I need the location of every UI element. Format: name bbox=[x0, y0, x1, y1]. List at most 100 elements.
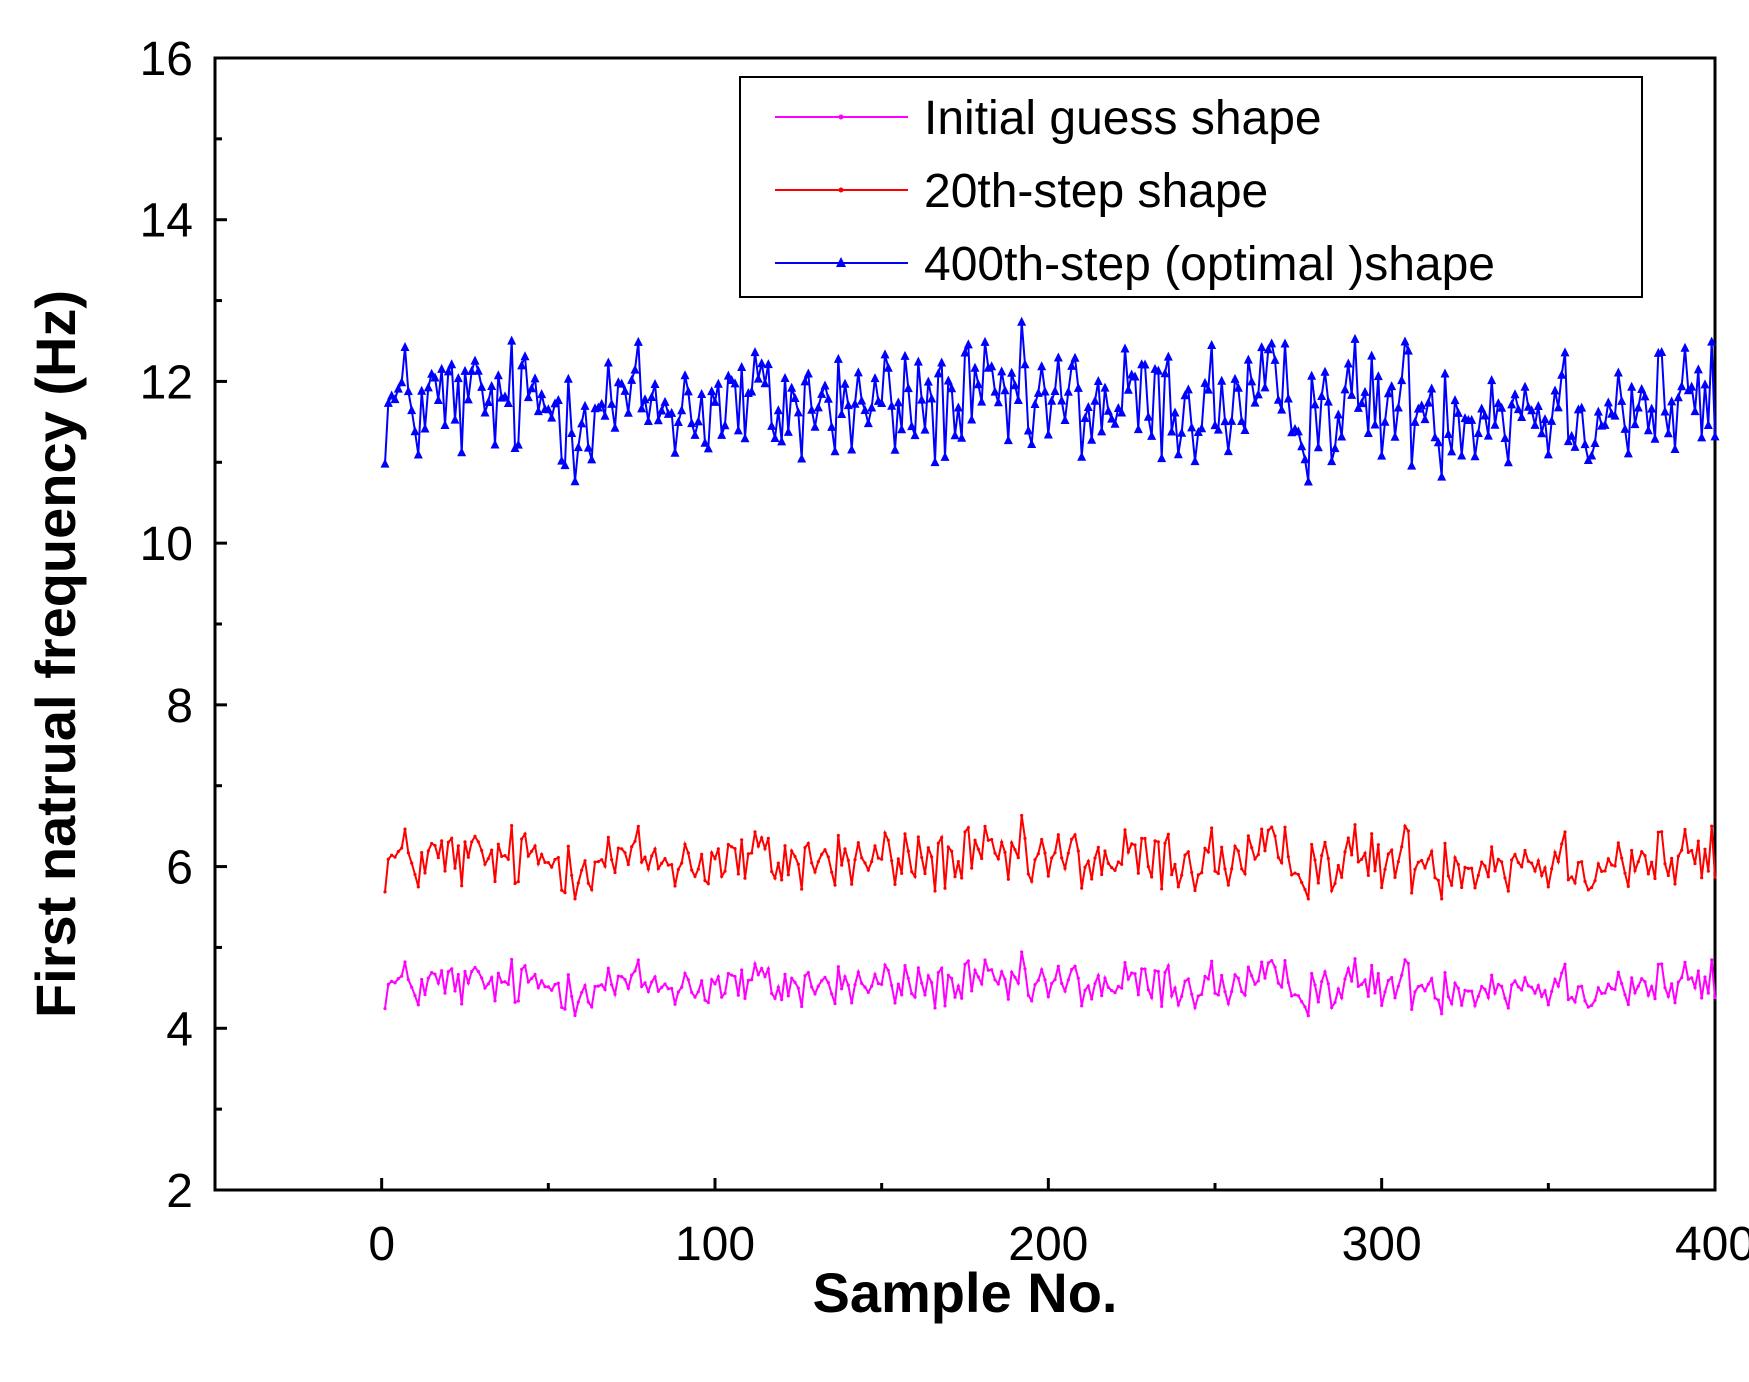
series-point-0 bbox=[536, 985, 540, 990]
series-point-1 bbox=[726, 842, 730, 847]
series-point-2 bbox=[907, 421, 917, 431]
series-point-2 bbox=[737, 361, 747, 371]
series-point-0 bbox=[640, 984, 644, 989]
series-point-0 bbox=[1026, 993, 1030, 997]
series-point-0 bbox=[1233, 973, 1237, 977]
series-point-1 bbox=[870, 860, 874, 864]
series-point-0 bbox=[813, 992, 817, 996]
series-point-0 bbox=[780, 998, 784, 1002]
series-point-1 bbox=[430, 841, 434, 846]
series-point-0 bbox=[886, 968, 890, 972]
series-point-0 bbox=[740, 968, 744, 972]
series-point-1 bbox=[1546, 885, 1550, 889]
series-point-1 bbox=[550, 865, 554, 869]
series-point-2 bbox=[1593, 406, 1603, 416]
series-point-1 bbox=[1010, 841, 1014, 845]
series-point-1 bbox=[783, 844, 787, 848]
series-point-2 bbox=[457, 447, 467, 457]
series-point-1 bbox=[1460, 885, 1464, 890]
series-point-1 bbox=[923, 871, 927, 876]
series-point-0 bbox=[686, 978, 690, 982]
series-point-2 bbox=[1253, 389, 1263, 399]
y-tick-label: 16 bbox=[140, 33, 193, 86]
series-point-0 bbox=[1006, 997, 1010, 1001]
series-point-1 bbox=[753, 830, 757, 834]
series-point-0 bbox=[1133, 972, 1137, 976]
series-point-1 bbox=[500, 854, 504, 858]
series-point-1 bbox=[1413, 867, 1417, 871]
series-point-1 bbox=[1000, 840, 1004, 844]
series-point-2 bbox=[843, 400, 853, 410]
series-point-1 bbox=[1043, 851, 1047, 855]
series-point-1 bbox=[1143, 836, 1147, 841]
series-point-1 bbox=[1650, 860, 1654, 864]
series-point-1 bbox=[1640, 850, 1644, 854]
series-point-1 bbox=[723, 869, 727, 873]
series-point-0 bbox=[653, 975, 657, 979]
series-point-1 bbox=[900, 871, 904, 875]
series-point-2 bbox=[1423, 397, 1433, 407]
series-point-1 bbox=[1490, 845, 1494, 849]
series-point-0 bbox=[1293, 993, 1297, 997]
series-point-0 bbox=[1610, 987, 1614, 991]
series-point-2 bbox=[1330, 443, 1340, 453]
series-point-1 bbox=[1366, 873, 1370, 877]
series-point-1 bbox=[853, 858, 857, 862]
series-point-0 bbox=[723, 991, 727, 995]
series-point-1 bbox=[596, 860, 600, 864]
series-point-2 bbox=[1567, 430, 1577, 440]
series-point-2 bbox=[1027, 439, 1037, 449]
series-point-2 bbox=[1430, 432, 1440, 442]
series-point-2 bbox=[1657, 347, 1667, 357]
series-point-2 bbox=[1493, 398, 1503, 408]
series-point-1 bbox=[1293, 871, 1297, 875]
series-point-1 bbox=[823, 848, 827, 852]
series-point-1 bbox=[520, 837, 524, 841]
series-point-1 bbox=[943, 886, 947, 890]
series-point-2 bbox=[513, 439, 523, 449]
series-point-1 bbox=[503, 854, 507, 858]
series-point-0 bbox=[1666, 994, 1670, 999]
series-point-1 bbox=[1373, 869, 1377, 873]
series-point-0 bbox=[1113, 991, 1117, 995]
series-point-1 bbox=[1036, 852, 1040, 856]
y-tick-label: 14 bbox=[140, 195, 193, 248]
series-point-1 bbox=[1626, 884, 1630, 888]
series-point-2 bbox=[787, 382, 797, 392]
series-point-0 bbox=[1586, 1005, 1590, 1009]
series-point-1 bbox=[683, 842, 687, 846]
series-point-0 bbox=[1363, 978, 1367, 982]
series-point-0 bbox=[463, 969, 467, 974]
series-point-2 bbox=[1700, 379, 1710, 389]
series-point-2 bbox=[933, 368, 943, 378]
series-point-2 bbox=[1060, 415, 1070, 425]
series-point-2 bbox=[877, 398, 887, 408]
series-point-0 bbox=[783, 972, 787, 976]
series-point-2 bbox=[973, 379, 983, 389]
series-point-0 bbox=[666, 987, 670, 991]
series-point-2 bbox=[1543, 449, 1553, 459]
series-point-2 bbox=[1013, 394, 1023, 404]
series-point-2 bbox=[910, 430, 920, 440]
series-point-0 bbox=[1153, 969, 1157, 973]
series-point-0 bbox=[546, 985, 550, 989]
series-point-0 bbox=[1200, 992, 1204, 997]
series-point-1 bbox=[1013, 848, 1017, 852]
series-point-0 bbox=[1220, 973, 1224, 978]
series-point-1 bbox=[1636, 860, 1640, 864]
series-point-2 bbox=[1307, 370, 1317, 380]
series-point-0 bbox=[966, 959, 970, 963]
series-point-2 bbox=[1030, 399, 1040, 409]
series-point-1 bbox=[686, 851, 690, 855]
x-axis: 0 100 200 300 400 bbox=[368, 1178, 1749, 1271]
series-point-0 bbox=[1523, 976, 1527, 980]
series-point-2 bbox=[1340, 384, 1350, 394]
series-point-1 bbox=[1166, 832, 1170, 836]
series-point-1 bbox=[656, 866, 660, 871]
series-point-0 bbox=[796, 986, 800, 990]
series-point-0 bbox=[790, 976, 794, 980]
series-point-1 bbox=[1416, 860, 1420, 864]
series-point-1 bbox=[566, 844, 570, 848]
series-point-0 bbox=[1406, 961, 1410, 966]
series-point-0 bbox=[410, 985, 414, 989]
